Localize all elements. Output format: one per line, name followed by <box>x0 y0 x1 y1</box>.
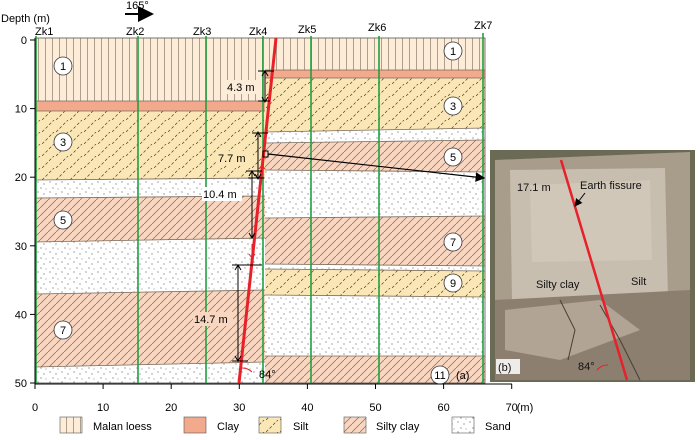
x-axis-ticks: 0 10 20 30 40 50 60 70 <box>32 384 518 414</box>
panel-b-label: (b) <box>498 362 511 374</box>
x-axis-unit: (m) <box>517 402 534 414</box>
layer-1-loess-left <box>35 38 265 104</box>
layer-4-sand-right <box>265 128 485 143</box>
x-tick-label: 40 <box>301 402 313 414</box>
layer-number-right-7: 7 <box>450 237 456 249</box>
layer-5-siltyclay-right <box>265 140 485 172</box>
legend-swatch-clay <box>183 416 207 434</box>
layer-6-sand-left <box>35 238 265 294</box>
borehole-label-zk2: Zk2 <box>126 26 144 38</box>
layer-number-left-3: 3 <box>60 137 66 149</box>
borehole-label-zk6: Zk6 <box>368 22 386 34</box>
offset-4-3-label: 4.3 m <box>227 82 255 94</box>
photo-feature-label: Earth fissure <box>580 180 642 192</box>
photo-panel: 17.1 m Earth fissure Silty clay Silt 84°… <box>490 150 695 382</box>
y-axis-ticks: 0 10 20 30 40 50 <box>15 35 35 390</box>
photo-depth-label: 17.1 m <box>517 182 551 194</box>
legend-label-clay: Clay <box>217 421 240 433</box>
legend-swatch-silt <box>258 416 282 434</box>
layer-number-right-11: 11 <box>434 370 445 382</box>
cross-section <box>35 38 485 383</box>
offset-14-7-label: 14.7 m <box>194 314 228 326</box>
layer-number-left-7: 7 <box>60 325 66 337</box>
offset-7-7-bg <box>217 151 253 165</box>
layer-number-left-5: 5 <box>60 215 66 227</box>
borehole-label-zk7: Zk7 <box>474 20 492 32</box>
layer-numbers-left: 1 3 5 7 <box>53 56 73 340</box>
layer-number-left-1: 1 <box>60 61 66 73</box>
borehole-label-zk3: Zk3 <box>193 26 211 38</box>
layer-number-right-9: 9 <box>450 278 456 290</box>
photo-left-unit-label: Silty clay <box>536 279 580 291</box>
offset-10-4-bg <box>202 187 242 201</box>
layer-5-siltyclay-left <box>35 196 265 242</box>
layer-number-right-1: 1 <box>450 46 456 58</box>
layer-2-clay-left <box>35 101 265 111</box>
legend-label-loess: Malan loess <box>93 421 152 433</box>
legend-label-silt: Silt <box>293 421 308 433</box>
legend-label-sand: Sand <box>485 421 511 433</box>
layer-1-loess-right <box>265 38 485 70</box>
x-tick-label: 30 <box>233 402 245 414</box>
y-tick-label: 20 <box>15 172 27 184</box>
offset-7-7-label: 7.7 m <box>218 153 246 165</box>
borehole-label-zk1: Zk1 <box>35 26 53 38</box>
legend-swatch-loess <box>59 416 83 434</box>
x-tick-label: 70 <box>506 402 518 414</box>
legend: Malan loess Clay Silt Silty clay Sand <box>59 416 511 434</box>
legend-label-silty-clay: Silty clay <box>376 421 420 433</box>
layer-7-siltyclay-left <box>35 290 265 367</box>
y-tick-label: 10 <box>15 104 27 116</box>
layer-11-siltyclay-right <box>265 356 485 383</box>
layer-number-right-3: 3 <box>450 101 456 113</box>
photo-right-unit-label: Silt <box>631 276 646 288</box>
offset-10-4-label: 10.4 m <box>203 189 237 201</box>
x-tick-label: 50 <box>369 402 381 414</box>
direction-indicator: 165° <box>125 0 154 22</box>
layer-3-silt-left <box>35 111 265 180</box>
layer-7-siltyclay-right <box>265 216 485 266</box>
layer-10-sand-right <box>265 295 485 356</box>
layer-numbers-right: 1 3 5 7 9 11 <box>430 41 463 385</box>
layer-8-sand-left <box>35 362 265 383</box>
x-tick-label: 0 <box>32 402 38 414</box>
borehole-label-zk5: Zk5 <box>298 24 316 36</box>
offset-14-7-bg <box>193 312 233 326</box>
fault-angle-label: 84° <box>259 369 276 381</box>
x-tick-label: 20 <box>165 402 177 414</box>
x-tick-label: 10 <box>97 402 109 414</box>
layer-6-sand-right <box>265 170 485 218</box>
borehole-labels: Zk1 Zk2 Zk3 Zk4 Zk5 Zk6 Zk7 <box>35 20 492 38</box>
y-tick-label: 50 <box>15 378 27 390</box>
y-tick-label: 0 <box>21 35 27 47</box>
legend-swatch-silty-clay <box>343 416 367 434</box>
fault-line <box>237 37 278 384</box>
layer-3-silt-right <box>265 78 485 132</box>
photo-angle-label: 84° <box>578 361 595 373</box>
offset-4-3-bg <box>226 80 260 94</box>
borehole-label-zk4: Zk4 <box>249 26 267 38</box>
layer-2-clay-right <box>265 70 485 78</box>
layer-9-silt-right <box>265 269 485 297</box>
boreholes <box>35 33 484 383</box>
legend-swatch-sand <box>451 416 475 434</box>
y-axis-title: Depth (m) <box>1 13 50 25</box>
axes: Depth (m) 0 10 20 30 40 50 0 10 20 30 40 50 60 70 (m… <box>1 13 533 414</box>
direction-label: 165° <box>126 0 149 12</box>
photo-fissure-line <box>559 159 629 381</box>
y-tick-label: 30 <box>15 241 27 253</box>
x-tick-label: 60 <box>437 402 449 414</box>
panel-a-label: (a) <box>456 370 469 382</box>
fault-angle-arc <box>240 367 253 373</box>
y-tick-label: 40 <box>15 309 27 321</box>
layer-number-right-5: 5 <box>450 152 456 164</box>
offset-markers <box>232 70 486 362</box>
